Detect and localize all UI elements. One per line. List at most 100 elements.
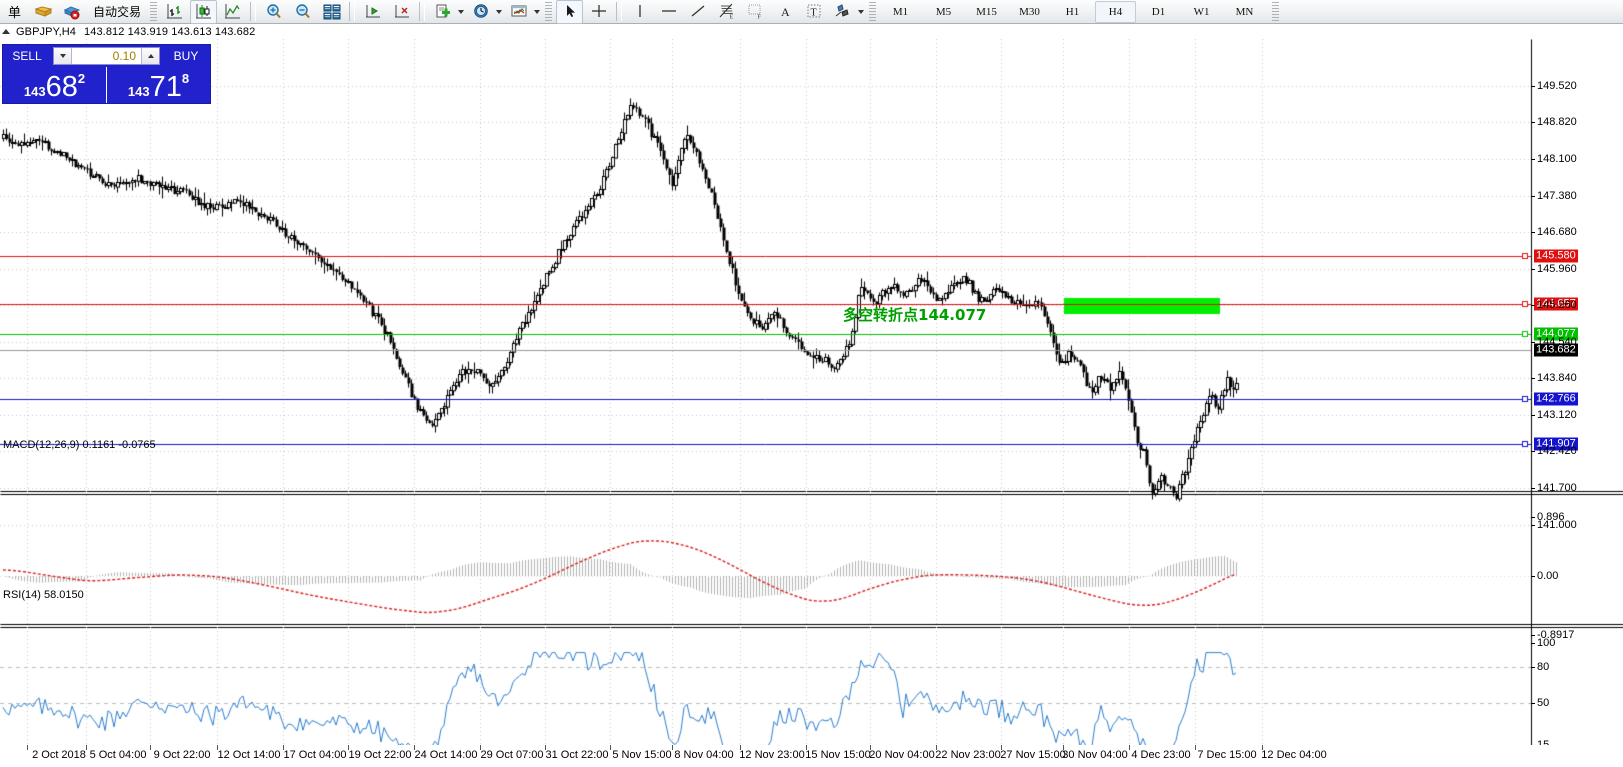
- candlestick-icon[interactable]: [190, 0, 218, 24]
- vertical-line-icon[interactable]: [626, 0, 653, 24]
- sell-button[interactable]: SELL: [12, 49, 42, 63]
- timeframe-m30[interactable]: M30: [1019, 5, 1040, 18]
- resistance-145-580-tag[interactable]: 145.580: [1534, 249, 1578, 263]
- new-order-button[interactable]: 单: [7, 6, 21, 21]
- buy-button[interactable]: BUY: [173, 49, 199, 63]
- axis-tick-mark: [1531, 451, 1535, 452]
- time-tick-mark: [86, 745, 87, 750]
- templates-icon[interactable]: [505, 0, 532, 24]
- timeframe-m15[interactable]: M15: [976, 5, 997, 18]
- time-tick-label: 12 Nov 23:00: [739, 749, 805, 761]
- tile-windows-icon[interactable]: [318, 0, 345, 24]
- chevron-down-icon[interactable]: [496, 9, 503, 14]
- toolbar-separator-2: [349, 2, 356, 21]
- axis-tick-label: 80: [1537, 661, 1550, 673]
- time-tick-label: 31 Oct 22:00: [545, 749, 609, 761]
- horizontal-line-icon[interactable]: [655, 0, 682, 24]
- chevron-down-icon[interactable]: [534, 9, 541, 14]
- chevron-down-icon[interactable]: [458, 9, 465, 14]
- new-chart-icon[interactable]: [429, 0, 456, 24]
- toolbar-grip-2[interactable]: [545, 2, 553, 21]
- timeframe-m1[interactable]: M1: [892, 5, 909, 18]
- shapes-icon[interactable]: [829, 0, 856, 24]
- volume-value[interactable]: 0.10: [112, 49, 136, 63]
- time-tick-mark: [672, 745, 673, 750]
- chevron-down-icon[interactable]: [858, 9, 865, 14]
- pivot-144-077-tag[interactable]: 144.077: [1534, 327, 1578, 341]
- new-chart-dropdown[interactable]: [428, 0, 465, 24]
- timeframe-mn[interactable]: MN: [1235, 5, 1254, 18]
- shapes-dropdown[interactable]: [828, 0, 865, 24]
- toolbar-grip-3[interactable]: [869, 2, 877, 21]
- axis-tick-label: 145.260: [1537, 299, 1577, 311]
- resistance-144-657-tag[interactable]: 144.657: [1534, 297, 1578, 311]
- volume-increment-button[interactable]: [141, 48, 159, 64]
- support-141-907-tag[interactable]: 141.907: [1534, 437, 1578, 451]
- symbol-timeframe-label: GBPJPY,H4: [16, 25, 77, 38]
- sell-price[interactable]: 143 68 2: [3, 67, 106, 103]
- line-chart-icon[interactable]: [219, 0, 246, 24]
- time-tick-mark: [348, 745, 349, 750]
- one-click-trading-prices: 143 68 2 143 71 8: [3, 67, 210, 103]
- toolbar-separator-4: [616, 2, 623, 21]
- svg-text:F: F: [757, 15, 761, 21]
- arrow-cursor-icon[interactable]: [556, 0, 584, 24]
- auto-trading-label[interactable]: 自动交易: [93, 5, 142, 19]
- sell-fraction: 2: [77, 71, 86, 86]
- auto-trading-button[interactable]: [59, 0, 86, 24]
- fibonacci-icon[interactable]: E: [713, 0, 740, 24]
- bar-chart-icon[interactable]: [161, 0, 188, 24]
- time-tick-label: 20 Nov 04:00: [869, 749, 935, 761]
- toolbar-grip-4[interactable]: [1272, 2, 1280, 21]
- buy-price[interactable]: 143 71 8: [107, 67, 210, 103]
- templates-dropdown[interactable]: [504, 0, 541, 24]
- folder-icon[interactable]: [30, 0, 57, 24]
- axis-tick-mark: [1531, 643, 1535, 644]
- time-tick-label: 27 Nov 15:00: [1000, 749, 1066, 761]
- timeframe-h4[interactable]: H4: [1095, 0, 1137, 23]
- axis-tick-label: 141.000: [1537, 519, 1577, 531]
- axis-tick-label: 149.520: [1537, 80, 1577, 92]
- time-tick-mark: [27, 745, 28, 750]
- zoom-in-icon[interactable]: [260, 0, 287, 24]
- period-dropdown[interactable]: [466, 0, 503, 24]
- time-axis: 2 Oct 2018 5 Oct 04:00 9 Oct 22:00 12 Oct 1…: [0, 745, 1623, 767]
- svg-text:A: A: [781, 5, 790, 19]
- volume-stepper[interactable]: 0.10: [53, 47, 160, 65]
- timeframe-h1[interactable]: H1: [1065, 5, 1080, 18]
- time-tick-label: 5 Nov 15:00: [612, 749, 672, 761]
- axis-tick-mark: [1531, 232, 1535, 233]
- pivot-annotation: 多空转折点144.077: [843, 306, 987, 324]
- chart-shift-icon[interactable]: [359, 0, 386, 24]
- timeframe-d1[interactable]: D1: [1151, 5, 1166, 18]
- axis-tick-label: 100: [1537, 637, 1556, 649]
- auto-scroll-icon[interactable]: [388, 0, 415, 24]
- timeframe-m5[interactable]: M5: [935, 5, 952, 18]
- buy-big-figure: 143: [127, 84, 150, 99]
- one-click-trading-panel[interactable]: SELL 0.10 BUY 143 68 2 143 71 8: [2, 44, 211, 104]
- channel-icon[interactable]: F: [742, 0, 769, 24]
- support-142-766-tag[interactable]: 142.766: [1534, 392, 1578, 406]
- bid-143-682-tag[interactable]: 143.682: [1534, 343, 1578, 357]
- time-tick-mark: [1195, 745, 1196, 750]
- time-tick-mark: [870, 745, 871, 750]
- timeframe-w1[interactable]: W1: [1193, 5, 1210, 18]
- time-tick-label: 12 Oct 14:00: [217, 749, 281, 761]
- collapse-triangle-icon[interactable]: [2, 29, 10, 34]
- letter-a-icon[interactable]: A: [771, 0, 798, 24]
- toolbar-grip[interactable]: [150, 2, 158, 21]
- zoom-out-icon[interactable]: [289, 0, 316, 24]
- axis-tick-label: 142.420: [1537, 445, 1577, 457]
- time-tick-label: 2 Oct 2018: [32, 749, 86, 761]
- clock-icon[interactable]: [467, 0, 494, 24]
- chart-canvas-area[interactable]: 145.580 144.657 144.077 143.682 142.766 141.9…: [0, 39, 1623, 767]
- axis-tick-label: 145.960: [1537, 263, 1577, 275]
- time-tick-mark: [936, 745, 937, 750]
- text-box-icon[interactable]: T: [800, 0, 827, 24]
- axis-tick-label: 141.700: [1537, 482, 1577, 494]
- crosshair-icon[interactable]: [585, 0, 612, 24]
- trendline-icon[interactable]: [684, 0, 711, 24]
- volume-decrement-button[interactable]: [54, 48, 72, 64]
- axis-tick-mark: [1531, 517, 1535, 518]
- chart-canvas[interactable]: [0, 39, 1623, 767]
